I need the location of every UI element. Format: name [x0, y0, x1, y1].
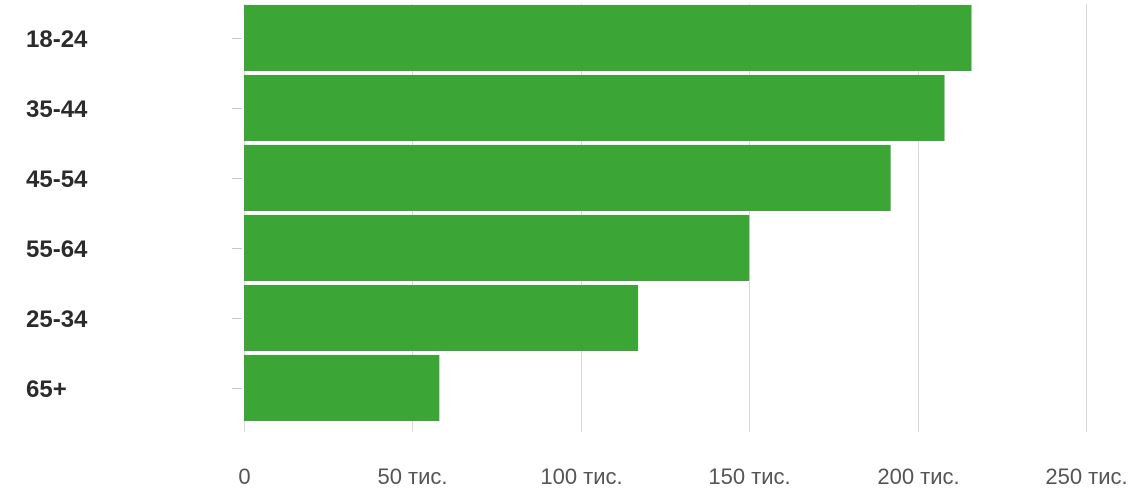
category-label-35-44: 35-44 [26, 96, 88, 123]
x-tick-label-4: 200 тис. [877, 464, 959, 488]
bar-25-34[interactable] [244, 285, 639, 351]
category-label-18-24: 18-24 [26, 26, 88, 53]
x-tick-label-2: 100 тис. [540, 464, 622, 488]
category-label-45-54: 45-54 [26, 166, 88, 193]
category-label-65+: 65+ [26, 376, 67, 403]
y-axis-ticks [232, 38, 242, 389]
bar-55-64[interactable] [244, 215, 750, 281]
bar-35-44[interactable] [244, 75, 945, 141]
category-label-25-34: 25-34 [26, 306, 88, 333]
x-tick-label-5: 250 тис. [1045, 464, 1127, 488]
bar-18-24[interactable] [244, 5, 972, 71]
x-tick-label-3: 150 тис. [708, 464, 790, 488]
category-labels: 18-24 35-44 45-54 55-64 25-34 65+ [26, 26, 88, 403]
bar-45-54[interactable] [244, 145, 891, 211]
bars [244, 5, 972, 421]
x-tick-label-0: 0 [238, 464, 250, 488]
bar-65+[interactable] [244, 355, 440, 421]
category-label-55-64: 55-64 [26, 236, 88, 263]
x-tick-label-1: 50 тис. [377, 464, 447, 488]
x-axis-tick-labels: 0 50 тис. 100 тис. 150 тис. 200 тис. 250 тис. [238, 464, 1127, 488]
